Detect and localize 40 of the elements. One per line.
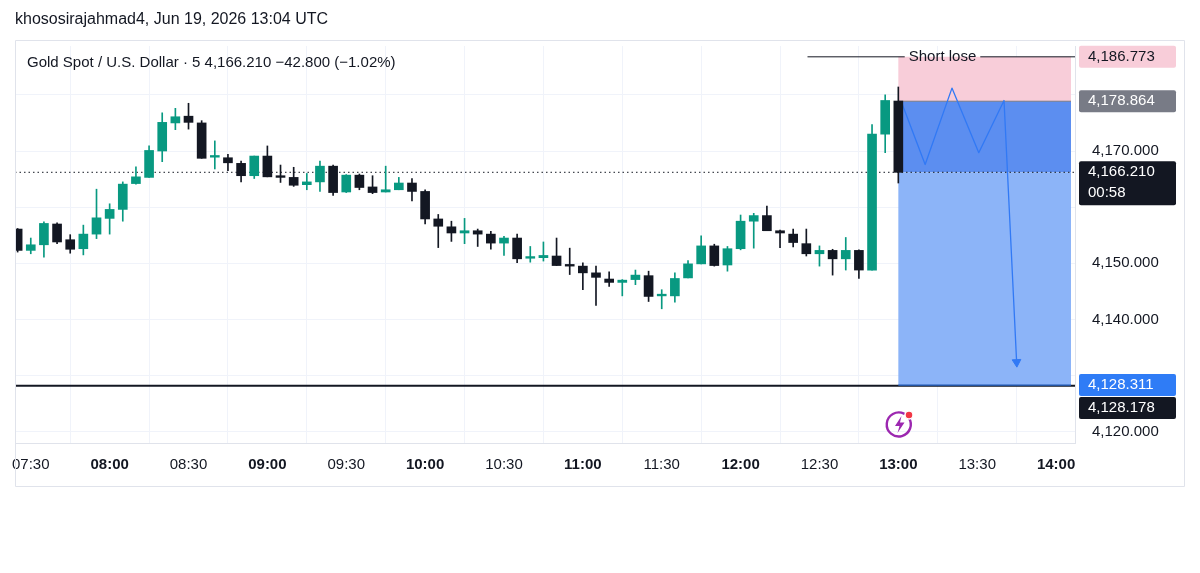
candlestick (380, 165, 391, 193)
ref-line-label: 4,128.311 (1088, 375, 1154, 393)
x-tick-label: 10:30 (485, 455, 523, 473)
candlestick (472, 228, 483, 247)
y-tick-label: 4,120.000 (1092, 421, 1159, 439)
y-tick-label: 4,140.000 (1092, 309, 1159, 327)
ref-line-label: 4,166.210 (1088, 162, 1155, 180)
candlestick (617, 279, 628, 297)
candlestick (578, 262, 588, 291)
x-tick-label: 12:30 (800, 455, 839, 473)
candlestick (433, 214, 444, 248)
x-tick-label: 08:30 (169, 455, 208, 473)
candlestick (525, 246, 536, 263)
x-tick-label: 13:00 (879, 455, 918, 473)
candlestick (604, 271, 614, 287)
y-tick-label: 4,170.000 (1092, 141, 1159, 159)
candlestick (301, 173, 312, 191)
x-tick-label: 12:00 (721, 455, 760, 473)
x-tick-label: 09:30 (327, 455, 366, 473)
x-tick-label: 08:00 (90, 455, 129, 473)
candlestick (591, 265, 601, 306)
x-tick-label: 10:00 (405, 455, 445, 473)
y-tick-label: 4,150.000 (1092, 253, 1159, 271)
text: 00:58 (1088, 183, 1126, 201)
candlestick (748, 213, 759, 249)
x-tick-label: 11:30 (643, 455, 680, 473)
ref-line-label: 4,128.178 (1088, 398, 1155, 416)
candlestick (775, 229, 785, 248)
candlestick (209, 140, 220, 170)
chart-title: Gold Spot / U.S. Dollar · 5 4,166.210 −42.800 (−1.02%) (27, 53, 396, 70)
x-tick-label: 07:30 (12, 455, 50, 473)
text: khososirajahmad4, Jun 19, 2026 13:04 UTC (15, 10, 329, 28)
ref-line-label: 4,186.773 (1088, 46, 1155, 64)
annotation: Short lose (908, 46, 977, 64)
ref-line-label: 4,178.864 (1088, 91, 1155, 109)
x-tick-label: 13:30 (958, 455, 996, 473)
x-tick-label: 11:00 (564, 455, 602, 473)
candlestick (499, 236, 509, 256)
x-tick-label: 09:00 (248, 455, 287, 473)
x-tick-label: 14:00 (1036, 455, 1076, 473)
